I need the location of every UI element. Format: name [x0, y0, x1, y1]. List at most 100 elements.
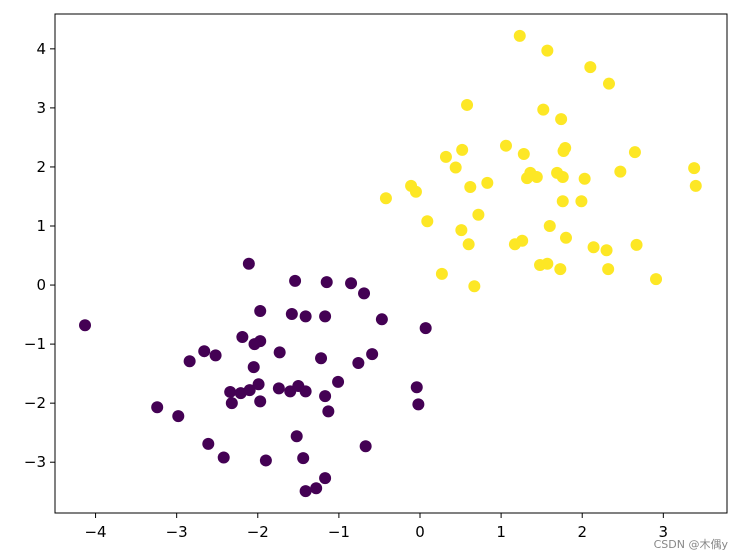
- point: [541, 257, 554, 270]
- point: [555, 113, 568, 126]
- point: [419, 322, 432, 335]
- point: [254, 305, 267, 318]
- point: [358, 287, 371, 300]
- point: [541, 44, 554, 57]
- y-tick-label: 1: [36, 217, 46, 235]
- point: [517, 147, 530, 160]
- point: [435, 267, 448, 280]
- y-tick-label: 4: [36, 40, 46, 58]
- point: [630, 238, 643, 251]
- y-tick-label: 2: [36, 158, 46, 176]
- watermark: CSDN @木偶y: [654, 538, 729, 551]
- point: [513, 29, 526, 42]
- point: [359, 440, 372, 453]
- y-tick-label: −2: [24, 394, 46, 412]
- point: [248, 338, 261, 351]
- point: [259, 454, 272, 467]
- point: [273, 346, 286, 359]
- point: [151, 401, 164, 414]
- point: [319, 472, 332, 485]
- point: [578, 172, 591, 185]
- point: [299, 385, 312, 398]
- point: [530, 170, 543, 183]
- point: [209, 349, 222, 362]
- point: [543, 220, 556, 233]
- point: [575, 195, 588, 208]
- point: [299, 485, 312, 498]
- point: [554, 263, 567, 276]
- x-tick-label: −4: [84, 523, 106, 541]
- point: [315, 352, 328, 365]
- point: [366, 348, 379, 361]
- point: [352, 357, 365, 370]
- point: [689, 179, 702, 192]
- point: [217, 451, 230, 464]
- x-tick-label: 2: [577, 523, 587, 541]
- point: [456, 143, 469, 156]
- point: [412, 398, 425, 411]
- point: [236, 331, 249, 344]
- point: [79, 319, 92, 332]
- point: [521, 172, 534, 185]
- point: [242, 257, 255, 270]
- point: [464, 181, 477, 194]
- point: [319, 390, 332, 403]
- point: [285, 307, 298, 320]
- y-tick-label: −1: [24, 335, 46, 353]
- point: [468, 280, 481, 293]
- point: [449, 161, 462, 174]
- point: [556, 170, 569, 183]
- point: [322, 405, 335, 418]
- point: [172, 410, 185, 423]
- plot-frame: [54, 13, 728, 514]
- point: [559, 231, 572, 244]
- point: [439, 150, 452, 163]
- point: [198, 345, 211, 358]
- x-tick-label: −1: [328, 523, 350, 541]
- y-tick-label: 0: [36, 276, 46, 294]
- point: [319, 310, 332, 323]
- y-tick-label: −3: [24, 453, 46, 471]
- point: [409, 185, 422, 198]
- point: [345, 277, 358, 290]
- point: [461, 98, 474, 111]
- point: [247, 361, 260, 374]
- point: [410, 381, 423, 394]
- point: [508, 238, 521, 251]
- point: [299, 310, 312, 323]
- y-tick-label: 3: [36, 99, 46, 117]
- x-tick-label: 0: [415, 523, 425, 541]
- x-tick-label: 3: [659, 523, 669, 541]
- point: [183, 355, 196, 368]
- point: [462, 238, 475, 251]
- point: [587, 241, 600, 254]
- point: [310, 482, 323, 495]
- point: [600, 244, 613, 257]
- point: [421, 215, 434, 228]
- point: [557, 145, 570, 158]
- point: [272, 382, 285, 395]
- point: [332, 375, 345, 388]
- point: [628, 146, 641, 159]
- point: [224, 385, 237, 398]
- point: [379, 192, 392, 205]
- point: [297, 452, 310, 465]
- point: [602, 77, 615, 90]
- point: [614, 165, 627, 178]
- x-tick-label: −3: [166, 523, 188, 541]
- point: [650, 273, 663, 286]
- point: [243, 384, 256, 397]
- point: [472, 208, 485, 221]
- point: [202, 437, 215, 450]
- x-tick-label: 1: [496, 523, 506, 541]
- point: [584, 61, 597, 74]
- point: [225, 397, 238, 410]
- point: [602, 263, 615, 276]
- x-tick-label: −2: [247, 523, 269, 541]
- point: [688, 162, 701, 175]
- point: [290, 430, 303, 443]
- point: [254, 395, 267, 408]
- point: [320, 276, 333, 289]
- point: [499, 139, 512, 152]
